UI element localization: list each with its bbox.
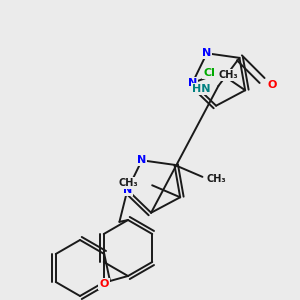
Text: O: O	[267, 80, 277, 91]
Text: CH₃: CH₃	[118, 178, 138, 188]
Text: N: N	[188, 78, 197, 88]
Text: N: N	[123, 185, 132, 195]
Text: N: N	[137, 155, 146, 165]
Text: N: N	[202, 48, 212, 58]
Text: HN: HN	[192, 84, 211, 94]
Text: CH₃: CH₃	[207, 174, 226, 184]
Text: CH₃: CH₃	[219, 70, 238, 80]
Text: Cl: Cl	[203, 68, 215, 78]
Text: O: O	[99, 279, 109, 289]
